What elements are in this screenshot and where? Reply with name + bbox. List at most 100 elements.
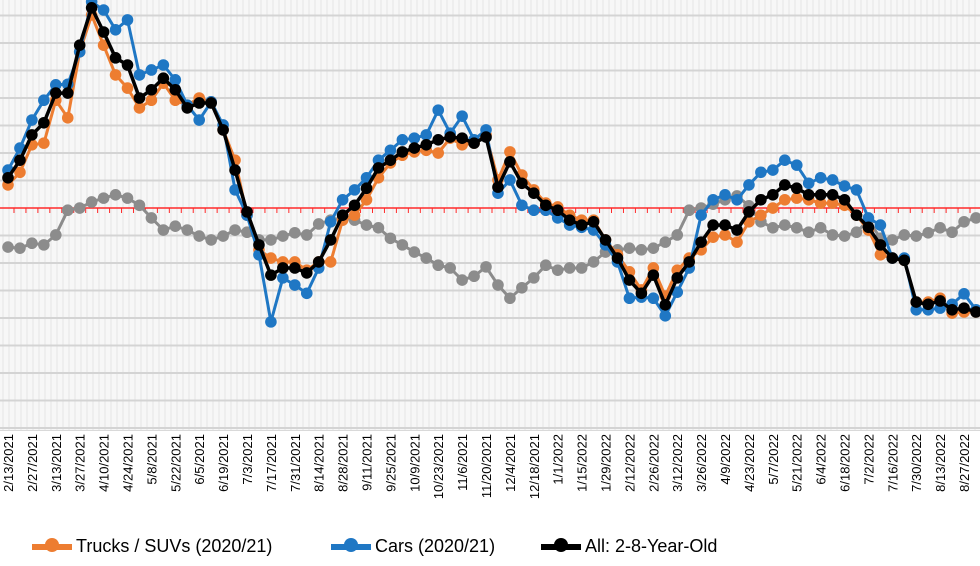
- data-point-cars: [659, 310, 672, 322]
- data-point-cars: [516, 199, 528, 212]
- data-point-all: [958, 302, 970, 314]
- x-tick-label: 7/31/2021: [288, 434, 303, 492]
- data-point-trucks: [814, 197, 827, 209]
- x-tick-label: 8/28/2021: [336, 434, 351, 492]
- x-tick-label: 9/11/2021: [360, 434, 375, 491]
- data-point-cars: [193, 114, 206, 126]
- data-point-gray: [623, 242, 636, 254]
- data-point-all: [659, 299, 672, 311]
- data-point-trucks: [14, 166, 26, 179]
- data-point-gray: [516, 281, 528, 294]
- x-tick-label: 12/4/2021: [503, 434, 518, 492]
- data-point-cars: [767, 164, 779, 176]
- data-point-gray: [2, 241, 14, 253]
- data-point-gray: [480, 261, 492, 273]
- data-point-all: [61, 87, 74, 99]
- x-tick-label: 8/27/2022: [957, 434, 972, 492]
- data-point-gray: [551, 264, 564, 276]
- data-point-trucks: [109, 69, 122, 81]
- legend-item-all[interactable]: All: 2-8-Year-Old: [541, 536, 717, 557]
- data-point-all: [802, 189, 815, 201]
- data-point-gray: [396, 239, 409, 251]
- data-point-trucks: [731, 236, 743, 248]
- x-tick-label: 5/22/2021: [168, 434, 183, 492]
- x-tick-label: 4/23/2022: [742, 434, 757, 492]
- x-tick-label: 4/24/2021: [121, 434, 136, 492]
- legend-item-trucks[interactable]: Trucks / SUVs (2020/21): [32, 536, 272, 557]
- data-point-all: [50, 87, 62, 99]
- legend: Trucks / SUVs (2020/21) Cars (2020/21) A…: [0, 536, 980, 566]
- x-tick-label: 1/29/2022: [599, 434, 614, 492]
- data-point-all: [336, 209, 349, 221]
- data-point-gray: [850, 226, 863, 239]
- data-point-gray: [289, 226, 301, 239]
- data-point-gray: [277, 230, 289, 242]
- data-point-all: [683, 256, 695, 268]
- data-point-all: [575, 219, 588, 231]
- data-point-cars: [396, 134, 409, 146]
- legend-label: All: 2-8-Year-Old: [585, 536, 718, 556]
- data-point-cars: [814, 171, 827, 184]
- data-point-cars: [324, 215, 337, 228]
- data-point-gray: [468, 270, 480, 283]
- data-point-cars: [623, 292, 636, 305]
- data-point-all: [26, 129, 38, 141]
- data-point-gray: [121, 192, 134, 204]
- x-tick-label: 11/6/2021: [455, 434, 470, 491]
- x-tick-label: 4/10/2021: [97, 434, 112, 492]
- legend-marker-trucks-icon: [32, 537, 72, 552]
- x-tick-label: 2/27/2021: [25, 434, 40, 492]
- data-point-gray: [384, 232, 397, 245]
- data-point-gray: [492, 279, 504, 291]
- data-point-gray: [528, 272, 540, 284]
- data-point-all: [767, 189, 779, 201]
- data-point-cars: [277, 272, 289, 284]
- data-point-gray: [432, 259, 445, 272]
- data-point-gray: [802, 226, 815, 239]
- x-tick-label: 9/25/2021: [383, 434, 398, 492]
- data-point-all: [719, 219, 731, 231]
- x-tick-label: 4/9/2022: [718, 434, 733, 485]
- data-point-cars: [719, 189, 731, 201]
- x-tick-label: 10/9/2021: [407, 434, 422, 492]
- data-point-all: [611, 252, 624, 264]
- data-point-cars: [336, 193, 349, 206]
- data-point-all: [289, 262, 301, 274]
- data-point-all: [647, 269, 660, 281]
- data-point-gray: [265, 234, 277, 246]
- data-point-gray: [934, 222, 946, 234]
- data-point-trucks: [778, 193, 791, 206]
- data-point-gray: [790, 222, 803, 234]
- data-point-all: [755, 193, 767, 206]
- data-point-cars: [420, 129, 433, 141]
- data-point-cars: [790, 159, 803, 171]
- data-point-gray: [61, 204, 74, 217]
- data-point-all: [432, 134, 445, 146]
- data-point-all: [480, 131, 492, 143]
- x-tick-label: 5/7/2022: [766, 434, 781, 485]
- data-point-cars: [265, 316, 277, 328]
- data-point-cars: [731, 193, 743, 206]
- data-point-trucks: [61, 112, 74, 124]
- data-point-all: [360, 182, 373, 195]
- data-point-all: [874, 239, 887, 251]
- x-tick-label: 6/4/2022: [814, 434, 829, 485]
- data-point-all: [2, 171, 14, 184]
- data-point-trucks: [145, 94, 158, 107]
- x-axis-labels: 2/13/2021 2/27/2021 3/13/2021 3/27/2021 4/10…: [1, 434, 972, 499]
- data-point-cars: [348, 184, 361, 196]
- data-point-gray: [635, 244, 648, 256]
- data-point-all: [468, 137, 480, 149]
- data-point-gray: [539, 259, 552, 272]
- data-point-cars: [850, 184, 863, 196]
- series-group: [2, 0, 980, 328]
- data-point-gray: [958, 215, 970, 228]
- data-point-gray: [444, 262, 456, 274]
- data-point-cars: [695, 209, 707, 221]
- legend-item-cars[interactable]: Cars (2020/21): [331, 536, 495, 557]
- x-tick-label: 7/16/2022: [885, 434, 900, 492]
- data-point-cars: [743, 179, 755, 191]
- data-point-all: [312, 256, 325, 268]
- data-point-all: [563, 214, 576, 226]
- data-point-gray: [778, 219, 791, 231]
